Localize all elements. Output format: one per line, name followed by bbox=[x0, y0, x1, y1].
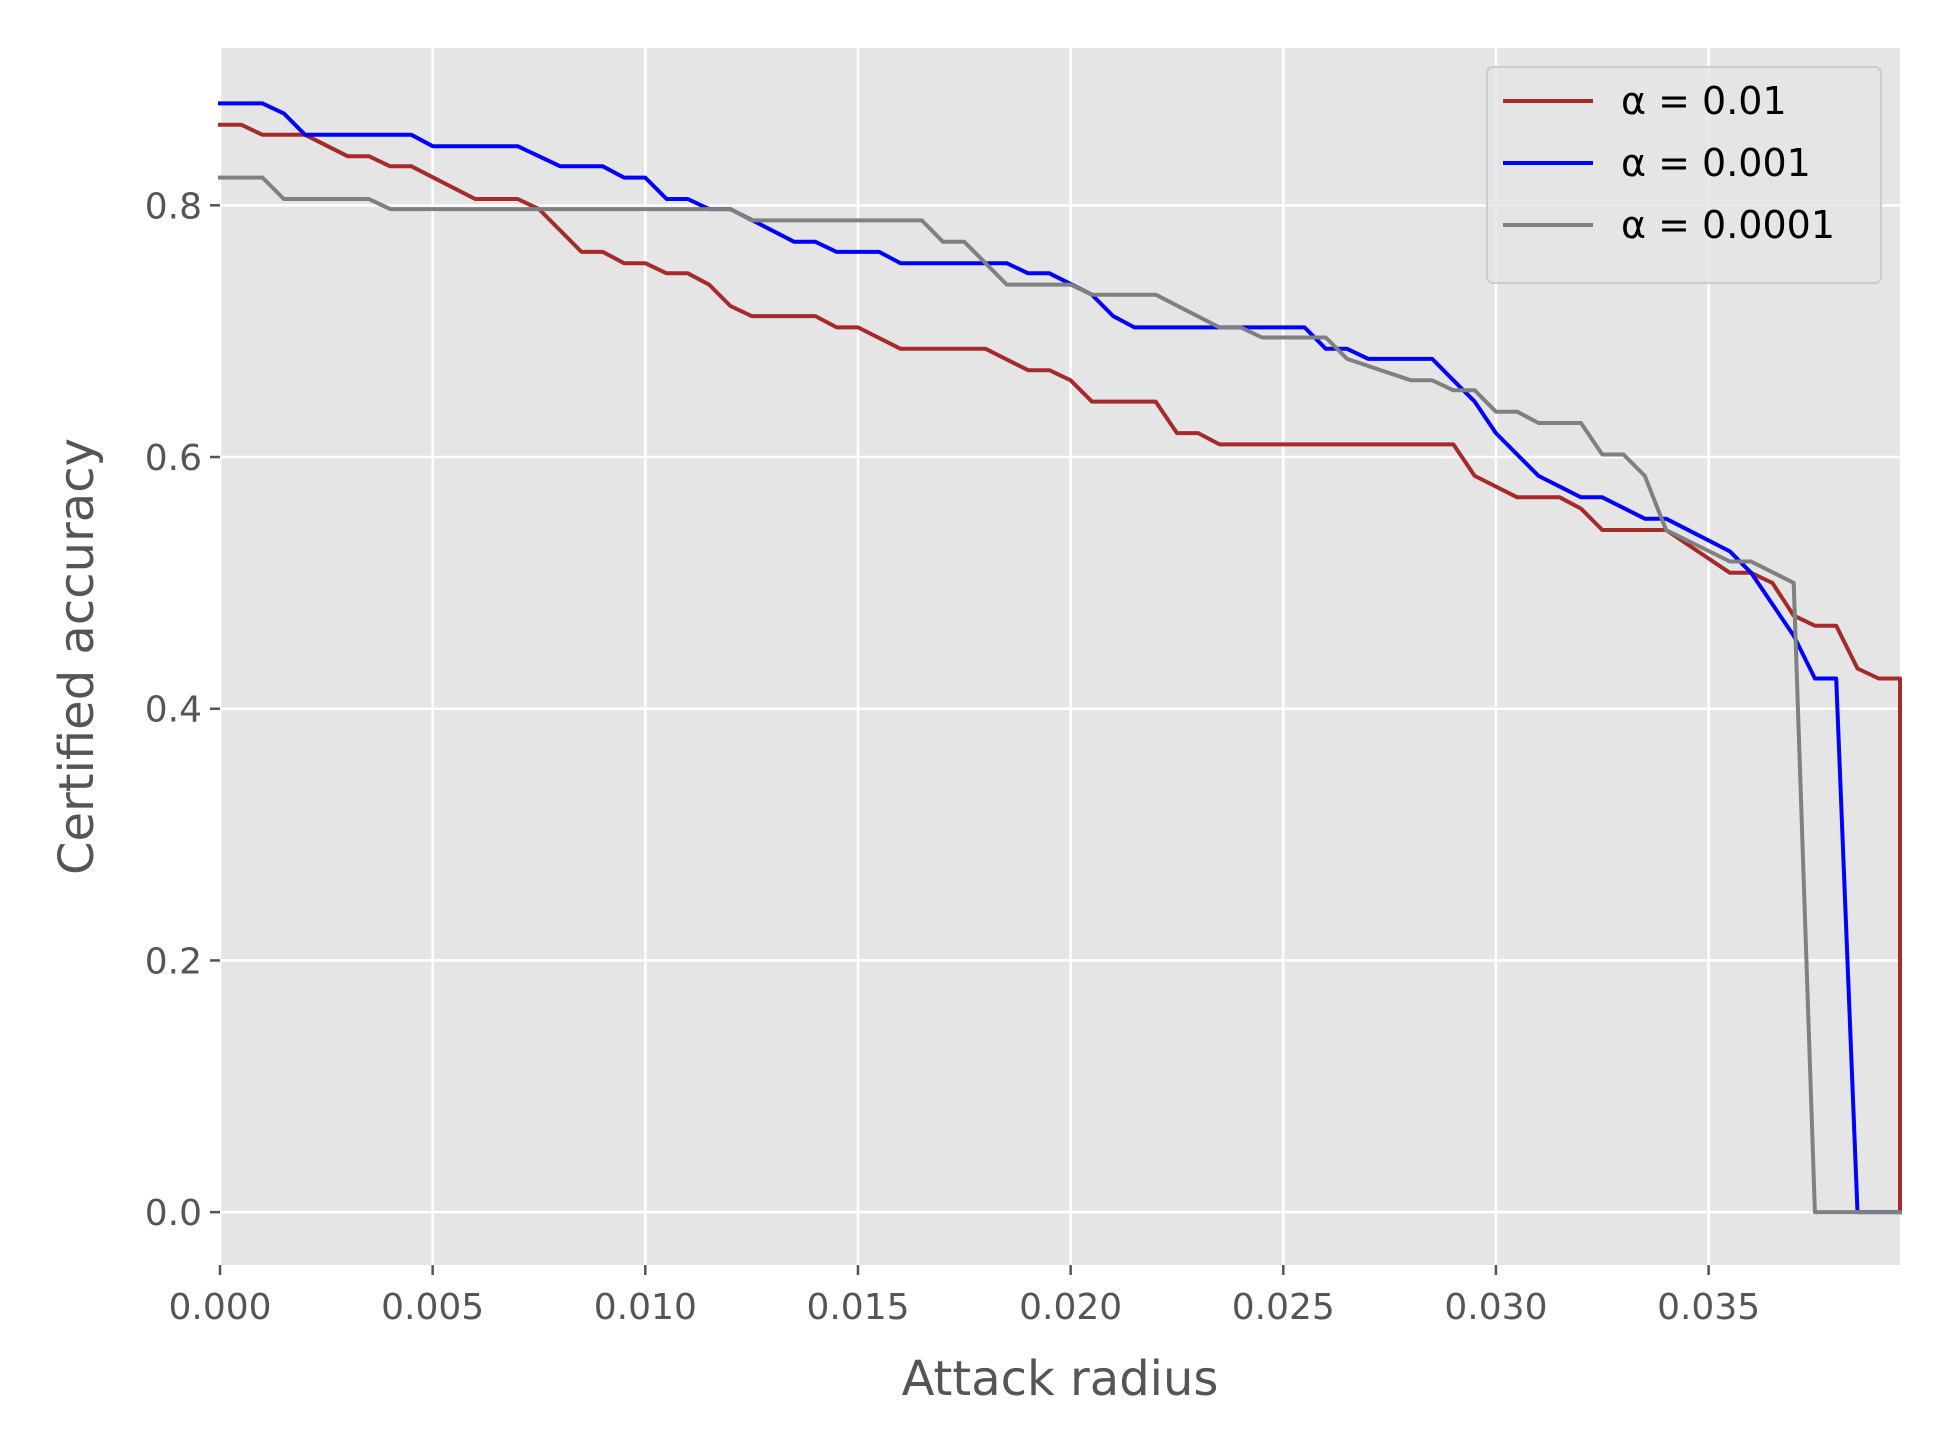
grid-lines bbox=[218, 48, 1900, 1265]
x-tick-label: 0.000 bbox=[168, 1287, 271, 1328]
y-tick-label: 0.2 bbox=[145, 941, 202, 982]
x-tick-label: 0.035 bbox=[1657, 1287, 1760, 1328]
y-axis-label: Certified accuracy bbox=[49, 438, 105, 875]
legend-label-2: α = 0.001 bbox=[1621, 141, 1811, 185]
y-tick-label: 0.8 bbox=[145, 186, 202, 227]
series-line-2 bbox=[218, 101, 1902, 1215]
x-tick-label: 0.030 bbox=[1444, 1287, 1547, 1328]
legend-box bbox=[1486, 66, 1882, 284]
x-axis: 0.000 0.005 0.010 0.015 0.020 0.025 0.030 0.035 bbox=[168, 1265, 1760, 1328]
x-tick-label: 0.010 bbox=[594, 1287, 697, 1328]
y-tick-label: 0.6 bbox=[145, 438, 202, 479]
x-tick-label: 0.025 bbox=[1232, 1287, 1335, 1328]
x-tick-label: 0.015 bbox=[806, 1287, 909, 1328]
y-axis: 0.0 0.2 0.4 0.6 0.8 bbox=[145, 186, 220, 1234]
x-tick-label: 0.005 bbox=[381, 1287, 484, 1328]
legend-label-1: α = 0.01 bbox=[1621, 79, 1787, 123]
legend-label-3: α = 0.0001 bbox=[1621, 203, 1835, 247]
y-tick-label: 0.4 bbox=[145, 690, 202, 731]
x-tick-label: 0.020 bbox=[1019, 1287, 1122, 1328]
legend: α = 0.01 α = 0.001 α = 0.0001 bbox=[1486, 66, 1882, 284]
series-line-3 bbox=[218, 175, 1902, 1215]
y-tick-label: 0.0 bbox=[145, 1193, 202, 1234]
x-axis-label: Attack radius bbox=[902, 1351, 1219, 1407]
series-line-1 bbox=[218, 122, 1902, 1215]
series-lines bbox=[218, 101, 1902, 1215]
